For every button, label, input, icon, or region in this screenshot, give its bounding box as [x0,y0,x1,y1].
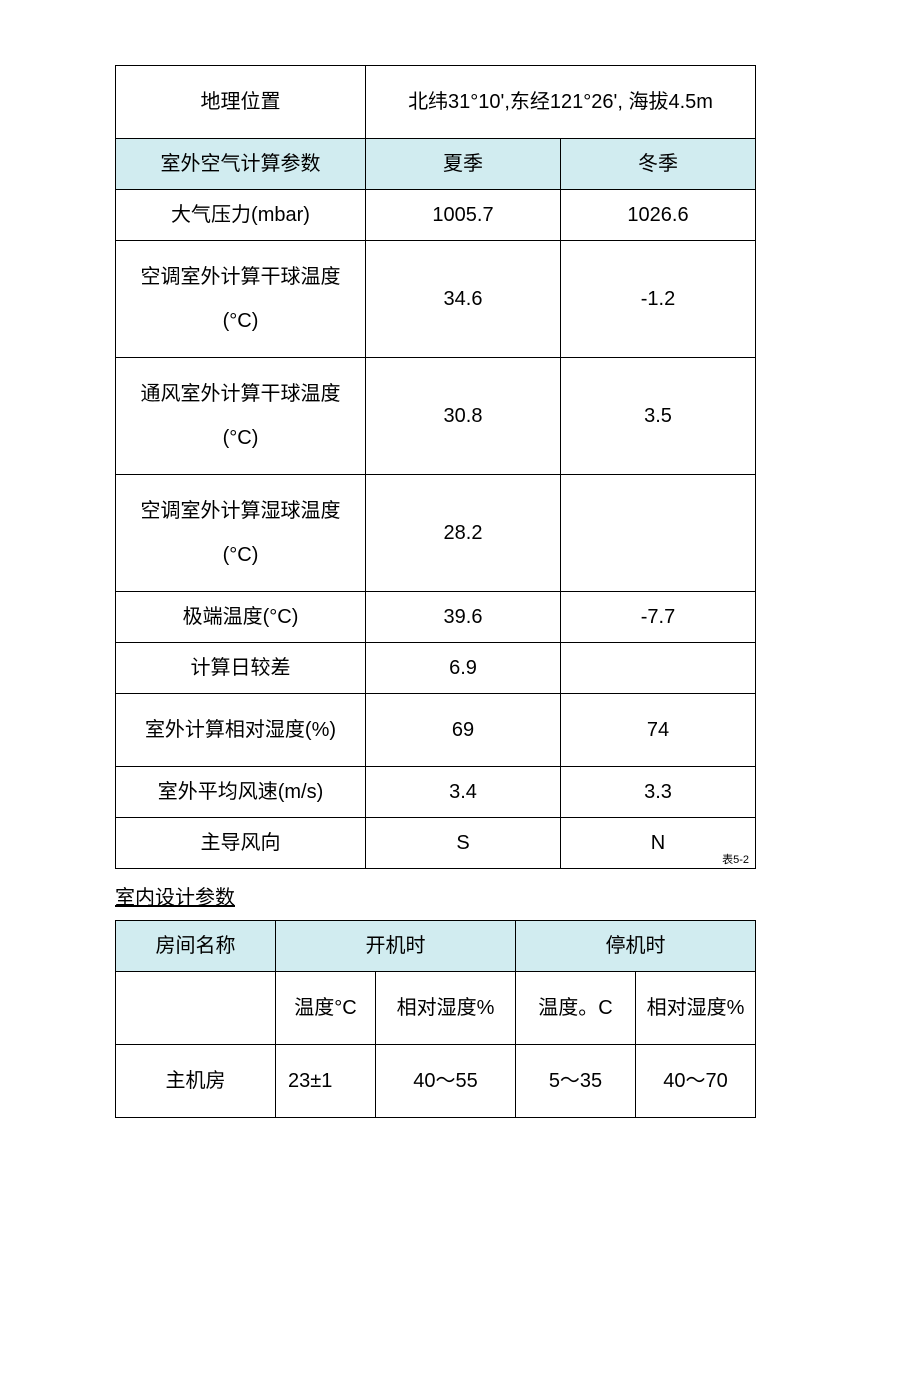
table-row: 室外计算相对湿度(%) 69 74 [116,694,756,767]
indoor-params-title: 室内设计参数 [115,881,820,910]
row-summer: 69 [366,694,561,767]
row-winter: -7.7 [561,592,756,643]
table-row: 大气压力(mbar) 1005.7 1026.6 [116,190,756,241]
table-row: 空调室外计算湿球温度(°C) 28.2 [116,475,756,592]
table-row: 室外平均风速(m/s) 3.4 3.3 [116,767,756,818]
row-label: 主导风向 [116,818,366,869]
table-row: 主机房 23±1 40～55 5～35 40～70 [116,1045,756,1118]
humid-on-header: 相对湿度% [376,972,516,1045]
row-winter: 3.3 [561,767,756,818]
outdoor-params-table: 地理位置 北纬31°10',东经121°26', 海拔4.5m 室外空气计算参数… [115,65,756,869]
room-temp-off: 5～35 [516,1045,636,1118]
empty-cell [116,972,276,1045]
row-label: 计算日较差 [116,643,366,694]
table-row: 主导风向 S N 表5-2 [116,818,756,869]
table-row: 室外空气计算参数 夏季 冬季 [116,139,756,190]
room-name: 主机房 [116,1045,276,1118]
row-summer: 1005.7 [366,190,561,241]
row-summer: 39.6 [366,592,561,643]
table-row: 地理位置 北纬31°10',东经121°26', 海拔4.5m [116,66,756,139]
summer-header: 夏季 [366,139,561,190]
humid-off-header: 相对湿度% [636,972,756,1045]
row-winter [561,643,756,694]
row-summer: S [366,818,561,869]
row-label: 大气压力(mbar) [116,190,366,241]
table-footnote: 表5-2 [722,855,749,866]
row-label: 空调室外计算湿球温度(°C) [116,475,366,592]
table-row: 温度°C 相对湿度% 温度。C 相对湿度% [116,972,756,1045]
row-summer: 3.4 [366,767,561,818]
table-row: 通风室外计算干球温度(°C) 30.8 3.5 [116,358,756,475]
table-row: 房间名称 开机时 停机时 [116,921,756,972]
row-winter: 74 [561,694,756,767]
row-winter: -1.2 [561,241,756,358]
param-header: 室外空气计算参数 [116,139,366,190]
row-winter: 3.5 [561,358,756,475]
temp-on-header: 温度°C [276,972,376,1045]
table-row: 极端温度(°C) 39.6 -7.7 [116,592,756,643]
indoor-params-table: 房间名称 开机时 停机时 温度°C 相对湿度% 温度。C 相对湿度% 主机房 2… [115,920,756,1118]
row-winter: N 表5-2 [561,818,756,869]
table-row: 空调室外计算干球温度(°C) 34.6 -1.2 [116,241,756,358]
winter-header: 冬季 [561,139,756,190]
room-humid-off: 40～70 [636,1045,756,1118]
row-label: 室外计算相对湿度(%) [116,694,366,767]
row-label: 空调室外计算干球温度(°C) [116,241,366,358]
row-winter: 1026.6 [561,190,756,241]
room-header: 房间名称 [116,921,276,972]
row-summer: 6.9 [366,643,561,694]
table-row: 计算日较差 6.9 [116,643,756,694]
room-humid-on: 40～55 [376,1045,516,1118]
temp-off-header: 温度。C [516,972,636,1045]
room-temp-on: 23±1 [276,1045,376,1118]
location-value: 北纬31°10',东经121°26', 海拔4.5m [366,66,756,139]
row-label: 室外平均风速(m/s) [116,767,366,818]
row-label: 通风室外计算干球温度(°C) [116,358,366,475]
row-summer: 30.8 [366,358,561,475]
wind-dir-winter: N [651,832,665,854]
row-summer: 28.2 [366,475,561,592]
row-label: 极端温度(°C) [116,592,366,643]
row-winter [561,475,756,592]
off-header: 停机时 [516,921,756,972]
location-label: 地理位置 [116,66,366,139]
on-header: 开机时 [276,921,516,972]
row-summer: 34.6 [366,241,561,358]
